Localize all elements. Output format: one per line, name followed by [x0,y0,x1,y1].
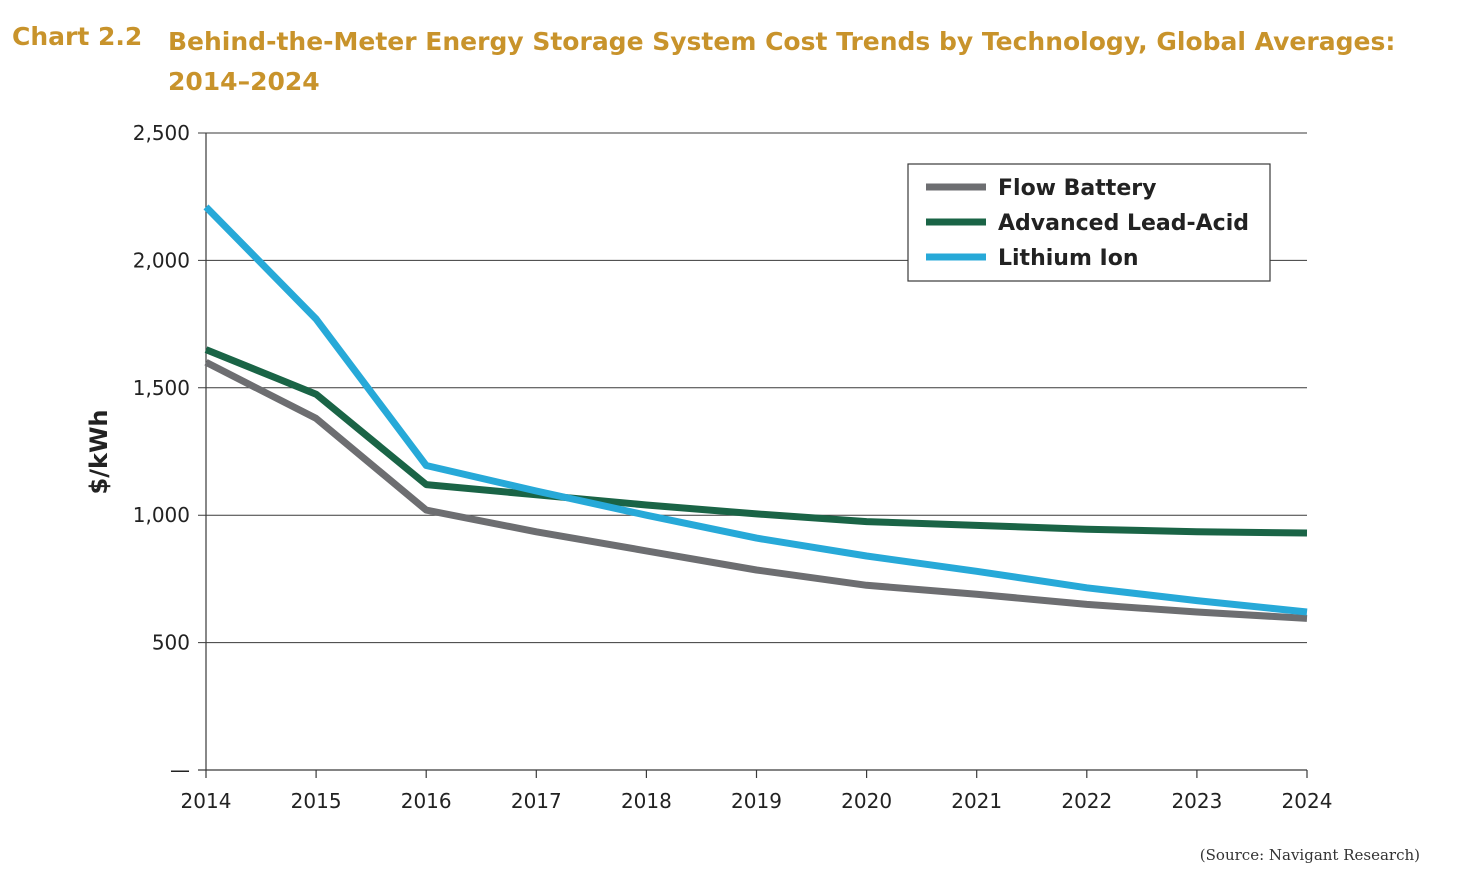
y-tick-label: 1,500 [133,376,190,400]
y-tick-label: 2,500 [133,121,190,145]
x-tick-label: 2018 [621,789,672,813]
y-tick-label: — [170,758,190,782]
x-tick-label: 2019 [731,789,782,813]
y-axis-title: $/kWh [85,410,113,495]
legend-label: Flow Battery [998,176,1156,201]
y-tick-label: 2,000 [133,248,190,272]
x-tick-label: 2020 [841,789,892,813]
x-tick-label: 2014 [181,789,232,813]
x-tick-label: 2022 [1061,789,1112,813]
y-tick-label: 500 [152,631,190,655]
legend-label: Lithium Ion [998,246,1139,271]
series-line-flow-battery [204,359,1308,622]
x-tick-label: 2015 [291,789,342,813]
legend-label: Advanced Lead-Acid [998,211,1249,236]
series-line-advanced-lead-acid [204,346,1308,537]
source-note: (Source: Navigant Research) [1199,846,1420,864]
y-tick-label: 1,000 [133,503,190,527]
chart-title: Behind-the-Meter Energy Storage System C… [168,27,1396,96]
x-tick-label: 2024 [1282,789,1333,813]
chart-number-label: Chart 2.2 [12,22,143,51]
x-tick-label: 2017 [511,789,562,813]
x-tick-label: 2016 [401,789,452,813]
x-tick-label: 2023 [1171,789,1222,813]
series-line-lithium-ion [203,204,1308,616]
x-tick-label: 2021 [951,789,1002,813]
